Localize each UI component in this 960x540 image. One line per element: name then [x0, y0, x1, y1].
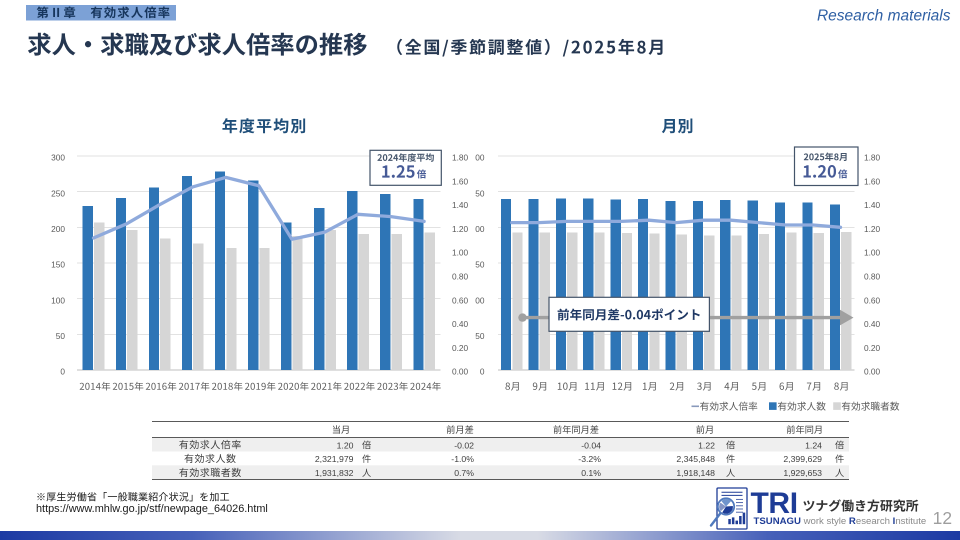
- svg-text:1,931,832: 1,931,832: [315, 468, 354, 478]
- svg-text:-3.2%: -3.2%: [578, 454, 601, 464]
- svg-text:1.20: 1.20: [452, 224, 469, 234]
- svg-text:1.24: 1.24: [805, 440, 822, 450]
- svg-text:2,345,848: 2,345,848: [676, 454, 715, 464]
- svg-text:2,321,979: 2,321,979: [315, 454, 354, 464]
- svg-text:200: 200: [51, 224, 65, 234]
- svg-text:0.80: 0.80: [864, 272, 881, 282]
- svg-text:1.00: 1.00: [452, 248, 469, 258]
- svg-text:https://www.mhlw.go.jp/stf/new: https://www.mhlw.go.jp/stf/newpage_64026…: [36, 503, 268, 515]
- svg-text:1.60: 1.60: [452, 176, 469, 186]
- svg-text:1.22: 1.22: [698, 440, 715, 450]
- svg-text:00: 00: [475, 153, 485, 163]
- svg-text:100: 100: [51, 295, 65, 305]
- svg-text:0: 0: [60, 367, 65, 377]
- svg-text:1,929,653: 1,929,653: [783, 468, 822, 478]
- svg-text:1.20: 1.20: [337, 440, 354, 450]
- svg-text:1,918,148: 1,918,148: [676, 468, 715, 478]
- svg-text:0.80: 0.80: [452, 272, 469, 282]
- svg-text:0.60: 0.60: [452, 295, 469, 305]
- svg-text:1.40: 1.40: [864, 200, 881, 210]
- svg-text:TSUNAGU work style Research In: TSUNAGU work style Research Institute: [754, 516, 927, 527]
- svg-text:1.80: 1.80: [452, 153, 469, 163]
- svg-text:1.60: 1.60: [864, 176, 881, 186]
- svg-text:1.80: 1.80: [864, 153, 881, 163]
- svg-text:50: 50: [475, 331, 485, 341]
- svg-text:0.40: 0.40: [864, 319, 881, 329]
- svg-text:300: 300: [51, 153, 65, 163]
- svg-text:12: 12: [933, 508, 952, 528]
- svg-text:50: 50: [475, 260, 485, 270]
- svg-text:TRI: TRI: [751, 487, 798, 520]
- svg-text:00: 00: [475, 295, 485, 305]
- svg-text:0.20: 0.20: [452, 343, 469, 353]
- svg-text:1.00: 1.00: [864, 248, 881, 258]
- svg-text:0.60: 0.60: [864, 295, 881, 305]
- svg-text:1.40: 1.40: [452, 200, 469, 210]
- svg-text:-0.02: -0.02: [454, 440, 474, 450]
- svg-text:0.00: 0.00: [452, 367, 469, 377]
- svg-text:0: 0: [480, 367, 485, 377]
- svg-text:00: 00: [475, 224, 485, 234]
- svg-text:0.7%: 0.7%: [454, 468, 474, 478]
- svg-text:50: 50: [56, 331, 66, 341]
- svg-text:-0.04: -0.04: [581, 440, 601, 450]
- svg-text:250: 250: [51, 188, 65, 198]
- svg-text:0.00: 0.00: [864, 367, 881, 377]
- svg-text:50: 50: [475, 188, 485, 198]
- svg-text:150: 150: [51, 260, 65, 270]
- svg-text:-1.0%: -1.0%: [451, 454, 474, 464]
- svg-text:0.20: 0.20: [864, 343, 881, 353]
- svg-text:2,399,629: 2,399,629: [783, 454, 822, 464]
- svg-text:1.20: 1.20: [864, 224, 881, 234]
- svg-text:Research materials: Research materials: [817, 8, 951, 25]
- svg-text:0.40: 0.40: [452, 319, 469, 329]
- svg-text:0.1%: 0.1%: [581, 468, 601, 478]
